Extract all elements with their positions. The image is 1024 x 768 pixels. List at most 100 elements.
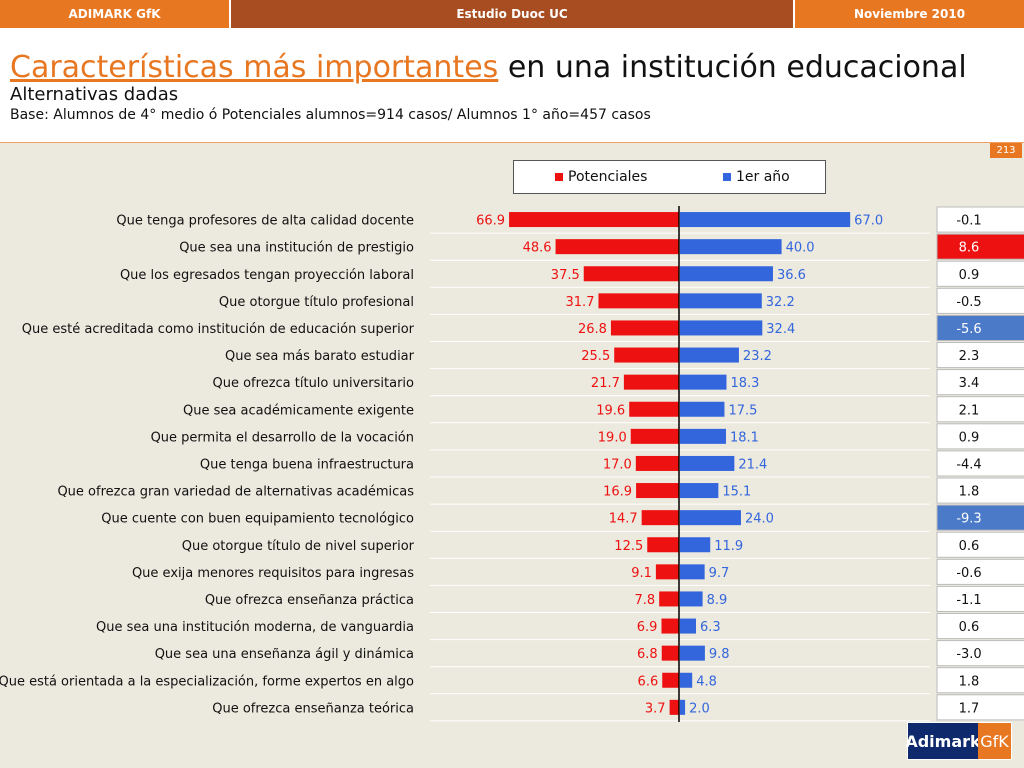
diverging-bar-chart: Que tenga profesores de alta calidad doc… <box>0 206 1024 722</box>
bar-primer-anio <box>680 483 719 499</box>
value-label-potenciales: 66.9 <box>476 214 505 229</box>
value-label-potenciales: 6.8 <box>637 647 658 662</box>
value-label-potenciales: 12.5 <box>614 539 643 554</box>
bar-potenciales <box>635 455 679 471</box>
bar-potenciales <box>661 645 679 661</box>
difference-value: 8.6 <box>959 241 980 256</box>
difference-cell <box>936 260 1024 287</box>
category-label: Que otorgue título profesional <box>219 295 414 310</box>
header-study: Estudio Duoc UC <box>229 0 795 28</box>
difference-value: 2.3 <box>959 349 980 364</box>
bar-potenciales <box>555 239 679 255</box>
logo-adimark: Adimark <box>905 723 981 759</box>
difference-value: -1.1 <box>956 593 981 608</box>
bar-primer-anio <box>680 591 703 607</box>
bar-primer-anio <box>680 645 705 661</box>
difference-cell <box>936 233 1024 260</box>
header-date: Noviembre 2010 <box>795 0 1024 28</box>
difference-value: 1.8 <box>959 485 980 500</box>
value-label-potenciales: 6.9 <box>637 620 658 635</box>
bar-potenciales <box>610 320 679 336</box>
value-label-primer-anio: 8.9 <box>707 593 728 608</box>
category-label: Que exija menores requisitos para ingres… <box>132 566 414 581</box>
title-highlight: Características más importantes <box>10 50 499 85</box>
legend-label-primer-anio: 1er año <box>736 169 790 185</box>
value-label-primer-anio: 67.0 <box>854 214 883 229</box>
category-label: Que ofrezca gran variedad de alternativa… <box>57 485 414 500</box>
value-label-potenciales: 19.6 <box>596 403 625 418</box>
value-label-primer-anio: 11.9 <box>714 539 743 554</box>
difference-cell <box>936 396 1024 423</box>
difference-value: 3.4 <box>959 376 980 391</box>
value-label-primer-anio: 15.1 <box>722 485 751 500</box>
category-label: Que ofrezca título universitario <box>213 376 415 391</box>
category-label: Que sea más barato estudiar <box>225 349 415 364</box>
bar-primer-anio <box>680 564 705 580</box>
bar-potenciales <box>614 347 679 363</box>
difference-cell <box>936 667 1024 694</box>
category-label: Que ofrezca enseñanza teórica <box>212 701 414 716</box>
value-label-potenciales: 48.6 <box>523 241 552 256</box>
page-title: Características más importantes en una i… <box>10 50 967 85</box>
value-label-primer-anio: 17.5 <box>728 403 757 418</box>
value-label-potenciales: 14.7 <box>609 512 638 527</box>
value-label-primer-anio: 36.6 <box>777 268 806 283</box>
legend-item-primer-anio: 1er año <box>723 169 790 185</box>
bar-potenciales <box>630 428 679 444</box>
bar-potenciales <box>509 212 679 228</box>
bar-primer-anio <box>680 455 735 471</box>
value-label-potenciales: 25.5 <box>581 349 610 364</box>
legend-swatch-potenciales <box>555 173 563 181</box>
bar-primer-anio <box>680 428 726 444</box>
value-label-primer-anio: 40.0 <box>786 241 815 256</box>
category-label: Que permita el desarrollo de la vocación <box>151 430 414 445</box>
category-label: Que está orientada a la especialización,… <box>0 674 414 689</box>
value-label-primer-anio: 21.4 <box>738 457 767 472</box>
value-label-primer-anio: 9.7 <box>709 566 730 581</box>
category-label: Que sea académicamente exigente <box>183 403 414 418</box>
legend-swatch-primer-anio <box>723 173 731 181</box>
category-label: Que sea una enseñanza ágil y dinámica <box>155 647 414 662</box>
difference-value: -9.3 <box>956 512 981 527</box>
value-label-potenciales: 3.7 <box>645 701 666 716</box>
value-label-primer-anio: 32.4 <box>766 322 795 337</box>
bar-primer-anio <box>680 510 741 526</box>
value-label-potenciales: 16.9 <box>603 485 632 500</box>
difference-cell <box>936 504 1024 531</box>
bar-primer-anio <box>680 266 773 282</box>
difference-cell <box>936 369 1024 396</box>
bar-potenciales <box>661 618 679 634</box>
legend-label-potenciales: Potenciales <box>568 169 648 185</box>
value-label-primer-anio: 23.2 <box>743 349 772 364</box>
bar-potenciales <box>636 483 679 499</box>
category-label: Que ofrezca enseñanza práctica <box>205 593 414 608</box>
bar-primer-anio <box>680 672 693 688</box>
difference-value: -0.6 <box>956 566 981 581</box>
difference-value: -3.0 <box>956 647 981 662</box>
difference-value: 0.6 <box>959 539 980 554</box>
value-label-potenciales: 21.7 <box>591 376 620 391</box>
chart-legend: Potenciales 1er año <box>513 160 826 194</box>
bar-primer-anio <box>680 374 727 390</box>
bar-primer-anio <box>680 618 697 634</box>
category-label: Que esté acreditada como institución de … <box>22 322 415 337</box>
value-label-potenciales: 37.5 <box>551 268 580 283</box>
category-label: Que tenga profesores de alta calidad doc… <box>116 214 414 229</box>
difference-cell <box>936 287 1024 314</box>
base-note: Base: Alumnos de 4° medio ó Potenciales … <box>10 107 651 123</box>
title-rest: en una institución educacional <box>498 50 967 85</box>
difference-value: 2.1 <box>959 403 980 418</box>
page-number: 213 <box>990 143 1022 158</box>
bar-primer-anio <box>680 212 851 228</box>
bar-potenciales <box>669 699 679 715</box>
value-label-primer-anio: 6.3 <box>700 620 721 635</box>
value-label-potenciales: 19.0 <box>598 430 627 445</box>
bar-primer-anio <box>680 537 711 553</box>
bar-potenciales <box>659 591 679 607</box>
difference-cell <box>936 477 1024 504</box>
category-label: Que otorgue título de nivel superior <box>182 539 415 554</box>
difference-cell <box>936 694 1024 721</box>
value-label-potenciales: 6.6 <box>638 674 659 689</box>
difference-value: -4.4 <box>956 457 981 472</box>
difference-cell <box>936 423 1024 450</box>
